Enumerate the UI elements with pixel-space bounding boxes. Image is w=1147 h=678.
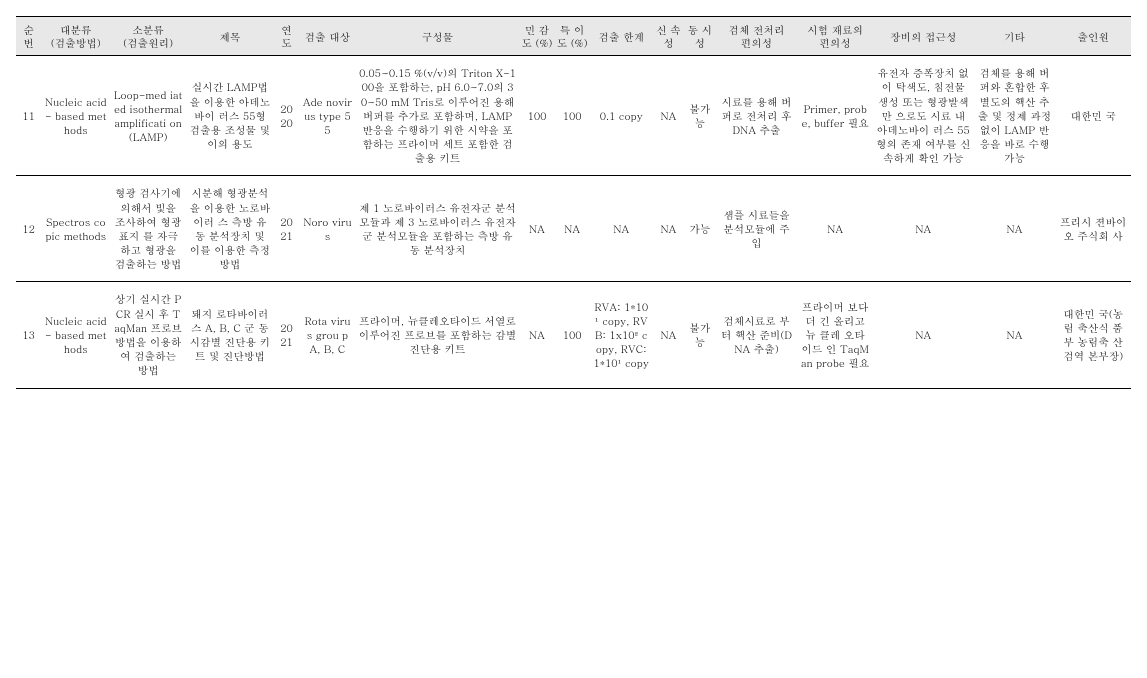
col-seq: 순 번: [16, 17, 41, 56]
col-limit: 검출 한계: [590, 17, 653, 56]
cell-app: 프리시 젼바이 오 주식회 사: [1055, 176, 1131, 282]
cell-target: Noro virus: [299, 176, 356, 282]
cell-limit: RVA: 1*10¹ copy, RVB: 1x10² copy, RVC: 1…: [590, 282, 653, 388]
cell-simul: 불가 능: [684, 282, 715, 388]
cell-simul: 가능: [684, 176, 715, 282]
cell-year: 20 21: [274, 176, 299, 282]
col-rapid: 신 속 성: [653, 17, 684, 56]
cell-preprc: 검체시료로 부터 핵산 준비(DNA 추출): [716, 282, 798, 388]
cell-year: 20 21: [274, 282, 299, 388]
cell-sens: NA: [519, 282, 554, 388]
cell-target: Ade novir us type 55: [299, 56, 356, 176]
cell-title: 실시간 LAMP법을 이용한 아데노바이 러스 55형 검출용 조성물 및 이의…: [186, 56, 274, 176]
cell-equip: NA: [873, 282, 974, 388]
cell-equip: NA: [873, 176, 974, 282]
cell-reag: 프라이머 보다 더 긴 올리고뉴 클레 오타이드 인 TaqMan probe …: [797, 282, 873, 388]
table-body: 11Nucleic acid- based methodsLoop-med ia…: [16, 56, 1131, 388]
cell-seq: 12: [16, 176, 41, 282]
col-target: 검출 대상: [299, 17, 356, 56]
cell-major: Nucleic acid- based methods: [41, 282, 110, 388]
table-row: 11Nucleic acid- based methodsLoop-med ia…: [16, 56, 1131, 176]
table-row: 12Spectros copic methods형광 검사기에 의해서 빛을 조…: [16, 176, 1131, 282]
cell-comp: 프라이머, 뉴클레오타이드 서열로 이루어진 프로브를 포함하는 감별진단용 키…: [356, 282, 520, 388]
col-etc: 기타: [974, 17, 1056, 56]
cell-limit: 0.1 copy: [590, 56, 653, 176]
cell-year: 20 20: [274, 56, 299, 176]
col-reag: 시험 재료의 편의성: [797, 17, 873, 56]
cell-comp: 제 1 노로바이러스 유전자군 분석모듈과 제 3 노로바이러스 유전자군 분석…: [356, 176, 520, 282]
cell-title: 시분해 형광분석을 이용한 노로바이러 스 측방 유동 분석장치 및 이를 이용…: [186, 176, 274, 282]
col-title: 제목: [186, 17, 274, 56]
cell-minor: 상기 실시간 PCR 실시 후 TaqMan 프로브 방법을 이용하여 검출하는…: [110, 282, 186, 388]
cell-sens: 100: [519, 56, 554, 176]
cell-limit: NA: [590, 176, 653, 282]
col-minor: 소분류 (검출원리): [110, 17, 186, 56]
col-simul: 동 시 성: [684, 17, 715, 56]
cell-equip: 유전자 증폭장치 없이 탁색도, 침전물 생성 또는 형광발색만 으로도 시료 …: [873, 56, 974, 176]
cell-title: 돼지 로타바이러 스 A, B, C 군 동시감별 진단용 키트 및 진단방법: [186, 282, 274, 388]
cell-seq: 11: [16, 56, 41, 176]
cell-rapid: NA: [653, 56, 684, 176]
header-row: 순 번 대분류 (검출방법) 소분류 (검출원리) 제목 연 도 검출 대상 구…: [16, 17, 1131, 56]
cell-sens: NA: [519, 176, 554, 282]
cell-etc: NA: [974, 176, 1056, 282]
cell-app: 대한민 국(농림 축산식 품부 농림축 산검역 본부장): [1055, 282, 1131, 388]
cell-simul: 불가 능: [684, 56, 715, 176]
cell-target: Rota virus grou p A, B, C: [299, 282, 356, 388]
detection-methods-table: 순 번 대분류 (검출방법) 소분류 (검출원리) 제목 연 도 검출 대상 구…: [16, 16, 1131, 389]
cell-comp: 0.05~0.15 %(v/v)의 Triton X-100을 포함하는, pH…: [356, 56, 520, 176]
cell-etc: 검체를 용해 버퍼와 혼합한 후 별도의 핵산 추출 및 정제 과정 없이 LA…: [974, 56, 1056, 176]
cell-reag: NA: [797, 176, 873, 282]
cell-preprc: 시료를 용해 버퍼로 전처리 후 DNA 추출: [716, 56, 798, 176]
cell-spec: 100: [555, 56, 590, 176]
table-row: 13Nucleic acid- based methods상기 실시간 PCR …: [16, 282, 1131, 388]
cell-rapid: NA: [653, 176, 684, 282]
cell-spec: 100: [555, 282, 590, 388]
cell-app: 대한민 국: [1055, 56, 1131, 176]
col-spec: 특 이 도 (%): [555, 17, 590, 56]
col-preprc: 검체 전처리 편의성: [716, 17, 798, 56]
cell-rapid: NA: [653, 282, 684, 388]
cell-seq: 13: [16, 282, 41, 388]
cell-reag: Primer, probe, buffer 필요: [797, 56, 873, 176]
cell-minor: 형광 검사기에 의해서 빛을 조사하여 형광표지 를 자극하고 형광을 검출하는…: [110, 176, 186, 282]
col-app: 출인원: [1055, 17, 1131, 56]
cell-preprc: 샘플 시료들을 분석모듈에 주입: [716, 176, 798, 282]
col-equip: 장비의 접근성: [873, 17, 974, 56]
col-major: 대분류 (검출방법): [41, 17, 110, 56]
cell-minor: Loop-med iated isothermal amplificati on…: [110, 56, 186, 176]
col-year: 연 도: [274, 17, 299, 56]
col-comp: 구성물: [356, 17, 520, 56]
cell-major: Spectros copic methods: [41, 176, 110, 282]
cell-etc: NA: [974, 282, 1056, 388]
col-sens: 민 감 도 (%): [519, 17, 554, 56]
cell-spec: NA: [555, 176, 590, 282]
cell-major: Nucleic acid- based methods: [41, 56, 110, 176]
